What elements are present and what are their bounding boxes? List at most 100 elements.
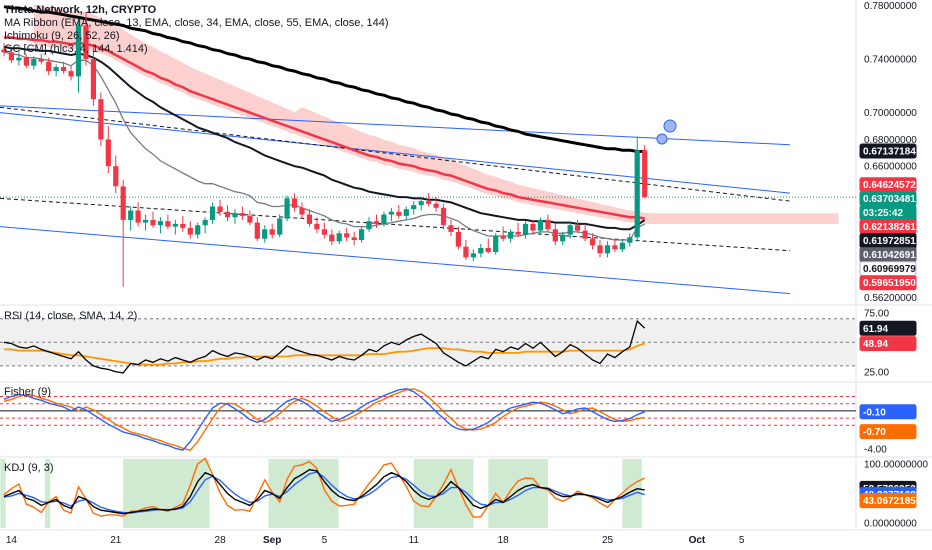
candle-body <box>291 198 298 208</box>
candle <box>143 214 149 231</box>
x-tick-label: 18 <box>498 535 510 546</box>
candle-body <box>150 219 156 226</box>
candle-body <box>1 49 7 53</box>
candle-body <box>90 59 96 100</box>
candle <box>105 126 111 173</box>
candle <box>277 214 283 238</box>
candle <box>157 217 164 234</box>
candle-body <box>448 225 454 232</box>
candle-body <box>418 201 424 206</box>
candle <box>627 233 633 247</box>
candle-body <box>16 57 22 61</box>
candle <box>120 179 126 287</box>
candle-body <box>83 25 89 59</box>
candle <box>31 56 37 70</box>
candle <box>590 233 596 250</box>
ema13-line <box>3 51 646 241</box>
kdj-legend: KDJ (9, 3) <box>4 462 54 475</box>
price-tag-text: 03:25:42 <box>863 208 903 219</box>
legend-ichimoku[interactable]: Ichimoku (9, 26, 52, 26) <box>4 30 120 42</box>
candle <box>537 217 543 234</box>
candle <box>23 55 29 69</box>
kdj-green-zone <box>123 459 210 528</box>
price-tick-label: 0.78000000 <box>864 1 917 12</box>
x-tick-label: 14 <box>6 535 18 546</box>
candle-body <box>105 139 111 167</box>
candle-body <box>359 229 365 240</box>
candle <box>195 222 201 239</box>
candle <box>299 202 305 219</box>
price-tag: 0.61972851 <box>859 233 917 249</box>
candle <box>619 240 625 253</box>
price-tag-text: 0.67137184 <box>863 147 916 158</box>
price-tag-text: 0.59651950 <box>863 278 916 289</box>
ema55-line <box>4 36 645 220</box>
candle-body <box>202 219 208 226</box>
candle <box>426 193 432 207</box>
candle-body <box>351 237 357 240</box>
legend-ma-ribbon[interactable]: MA Ribbon (EMA, close, 13, EMA, close, 3… <box>4 17 389 29</box>
fisher-line <box>3 388 645 451</box>
candle-body <box>157 221 164 226</box>
candle-body <box>634 150 640 238</box>
candle <box>329 229 335 246</box>
candle-body <box>604 245 611 254</box>
candle <box>90 45 96 106</box>
candle <box>545 214 551 232</box>
candle <box>366 217 372 232</box>
legend-rsi[interactable]: RSI (14, close, SMA, 14, 2) <box>4 310 138 322</box>
candle-body <box>433 203 439 208</box>
price-tag-text: 0.63703481 <box>863 194 916 205</box>
candle <box>478 244 484 258</box>
legend-symbol[interactable]: Theta Network, 12h, CRYPTO <box>4 4 157 16</box>
candle-body <box>381 214 387 224</box>
price-tag-box <box>859 143 917 159</box>
candle-body <box>195 225 201 235</box>
candle-body <box>75 25 82 77</box>
candle <box>530 219 536 235</box>
rsi-line <box>3 319 646 374</box>
candle-body <box>329 234 335 242</box>
x-tick-label: 21 <box>110 535 122 546</box>
legend-fisher[interactable]: Fisher (9) <box>4 386 52 398</box>
candle-body <box>426 201 432 204</box>
candle <box>83 12 89 66</box>
fisher-tag-text: -0.10 <box>863 407 886 418</box>
candle <box>254 217 260 242</box>
price-tick-label: 0.70000000 <box>864 108 917 119</box>
kdj-green-zone <box>0 459 6 528</box>
candle-body <box>239 213 245 216</box>
candle-body <box>98 99 104 140</box>
price-tag: 0.67137184 <box>859 143 917 159</box>
candle-body <box>38 59 44 62</box>
x-tick-label: 28 <box>215 535 227 546</box>
legend-gc[interactable]: GC [CM] (hlc3, 4, 144, 1.414) <box>4 43 148 55</box>
candle <box>433 197 439 212</box>
candle <box>612 238 618 253</box>
candle <box>113 155 119 194</box>
price-tag-text: 0.64624572 <box>863 180 916 191</box>
candle <box>165 214 171 230</box>
rsi-tag: 61.94 <box>859 320 917 336</box>
candle-body <box>165 221 171 227</box>
x-tick-label: Oct <box>689 535 706 546</box>
candle <box>135 202 141 227</box>
candle-body <box>210 206 216 220</box>
candle <box>582 223 588 242</box>
candle-body <box>187 227 193 235</box>
legend-kdj[interactable]: KDJ (9, 3) <box>4 462 54 474</box>
x-tick-label: 11 <box>409 535 420 546</box>
fisher-trigger-tag: -0.70 <box>859 424 917 440</box>
kdj-j-tag-text: 43.06721857 <box>863 496 922 507</box>
candle <box>98 92 104 147</box>
candle <box>515 222 521 238</box>
candle <box>418 198 424 211</box>
candle <box>202 217 208 234</box>
kdj-tick-label: 100.00000000 <box>864 459 928 470</box>
candle <box>128 206 134 231</box>
x-tick-label: 5 <box>739 535 745 546</box>
candle-body <box>373 221 380 224</box>
candle-body <box>269 229 275 235</box>
candle-body <box>277 218 283 235</box>
